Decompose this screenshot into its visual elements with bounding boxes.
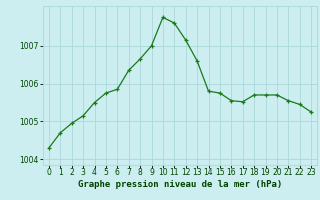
- X-axis label: Graphe pression niveau de la mer (hPa): Graphe pression niveau de la mer (hPa): [78, 180, 282, 189]
